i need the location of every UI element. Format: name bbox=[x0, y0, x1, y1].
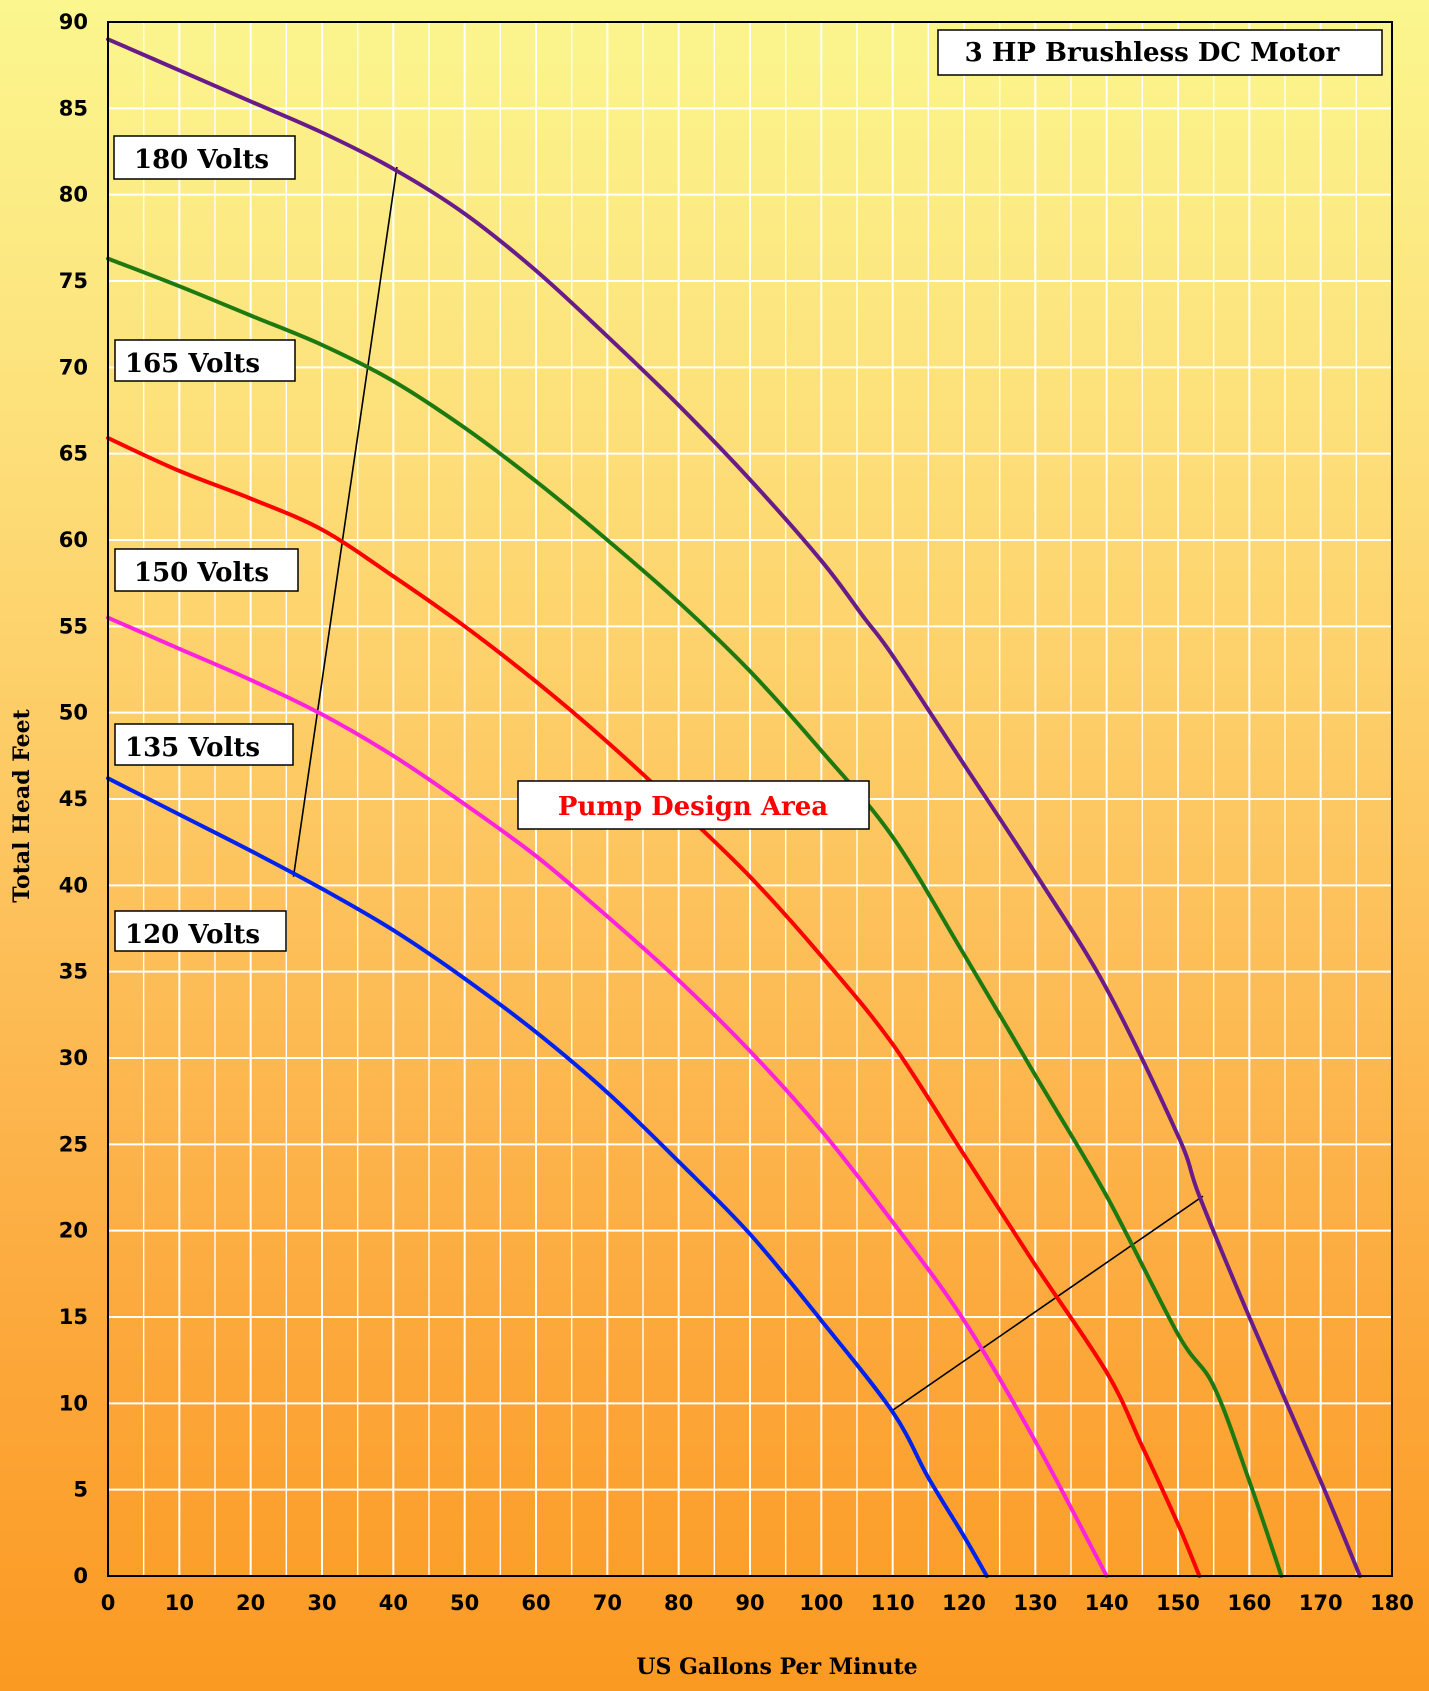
x-tick-label: 180 bbox=[1370, 1591, 1414, 1615]
x-tick-label: 50 bbox=[450, 1591, 479, 1615]
y-tick-label: 50 bbox=[59, 701, 88, 725]
chart-title-box: 3 HP Brushless DC Motor bbox=[937, 29, 1383, 76]
x-tick-label: 0 bbox=[101, 1591, 116, 1615]
x-tick-label: 10 bbox=[165, 1591, 194, 1615]
x-tick-label: 20 bbox=[236, 1591, 265, 1615]
y-tick-label: 55 bbox=[59, 614, 88, 638]
design-area-boundary-lines bbox=[292, 166, 1204, 1411]
x-tick-label: 30 bbox=[307, 1591, 336, 1615]
series-label-120-volts: 120 Volts bbox=[114, 910, 287, 952]
series-label-150-volts-text: 150 Volts bbox=[134, 558, 269, 588]
series-line-120-volts bbox=[106, 776, 989, 1578]
x-tick-label: 130 bbox=[1013, 1591, 1057, 1615]
series-line-135-volts bbox=[106, 615, 1109, 1578]
y-tick-label: 35 bbox=[59, 960, 88, 984]
series-label-180-volts-text: 180 Volts bbox=[134, 145, 269, 175]
y-tick-label: 40 bbox=[59, 873, 88, 897]
series-label-135-volts: 135 Volts bbox=[114, 723, 294, 766]
y-tick-label: 30 bbox=[59, 1046, 88, 1070]
series-label-165-volts: 165 Volts bbox=[114, 339, 296, 382]
pump-curves bbox=[106, 37, 1362, 1578]
y-tick-labels: 0 5 10 15 20 25 30 35 40 45 50 55 60 65 70 75 80 85 90 bbox=[59, 10, 88, 1588]
x-tick-label: 140 bbox=[1085, 1591, 1129, 1615]
series-label-150-volts: 150 Volts bbox=[114, 548, 299, 592]
y-tick-label: 85 bbox=[59, 96, 88, 120]
y-axis-title: Total Head Feet bbox=[9, 708, 35, 902]
series-line-165-volts bbox=[106, 256, 1284, 1578]
x-axis-title: US Gallons Per Minute bbox=[636, 1654, 917, 1680]
y-tick-label: 10 bbox=[59, 1391, 88, 1415]
y-tick-label: 5 bbox=[73, 1478, 88, 1502]
series-label-120-volts-text: 120 Volts bbox=[125, 920, 260, 950]
plot-frame bbox=[107, 21, 1393, 1577]
pump-design-area-box: Pump Design Area bbox=[517, 780, 870, 830]
series-label-165-volts-text: 165 Volts bbox=[125, 349, 260, 379]
series-label-180-volts: 180 Volts bbox=[113, 135, 296, 180]
series-line-150-volts bbox=[106, 436, 1202, 1578]
x-tick-label: 100 bbox=[799, 1591, 843, 1615]
design-boundary-line-2 bbox=[892, 1195, 1204, 1411]
series-line-180-volts bbox=[106, 37, 1362, 1578]
y-tick-label: 25 bbox=[59, 1132, 88, 1156]
y-tick-label: 15 bbox=[59, 1305, 88, 1329]
y-tick-label: 45 bbox=[59, 787, 88, 811]
x-tick-labels: 0 10 20 30 40 50 60 70 80 90 100 110 120 130 140 150 160… bbox=[101, 1591, 1414, 1615]
x-tick-label: 150 bbox=[1156, 1591, 1200, 1615]
x-tick-label: 70 bbox=[593, 1591, 622, 1615]
x-tick-label: 40 bbox=[379, 1591, 408, 1615]
y-tick-label: 65 bbox=[59, 442, 88, 466]
y-tick-label: 75 bbox=[59, 269, 88, 293]
x-tick-label: 60 bbox=[521, 1591, 550, 1615]
pump-design-area-label: Pump Design Area bbox=[558, 792, 828, 822]
y-tick-label: 20 bbox=[59, 1219, 88, 1243]
x-tick-label: 120 bbox=[942, 1591, 986, 1615]
x-tick-label: 110 bbox=[871, 1591, 915, 1615]
x-tick-label: 90 bbox=[735, 1591, 764, 1615]
design-boundary-line-1 bbox=[292, 166, 398, 877]
x-tick-label: 170 bbox=[1299, 1591, 1343, 1615]
y-tick-label: 0 bbox=[73, 1564, 88, 1588]
x-tick-label: 160 bbox=[1227, 1591, 1271, 1615]
y-tick-label: 60 bbox=[59, 528, 88, 552]
y-tick-label: 90 bbox=[59, 10, 88, 34]
y-tick-label: 70 bbox=[59, 355, 88, 379]
chart-title: 3 HP Brushless DC Motor bbox=[965, 38, 1340, 68]
x-tick-label: 80 bbox=[664, 1591, 693, 1615]
y-tick-label: 80 bbox=[59, 183, 88, 207]
series-label-135-volts-text: 135 Volts bbox=[125, 733, 260, 763]
